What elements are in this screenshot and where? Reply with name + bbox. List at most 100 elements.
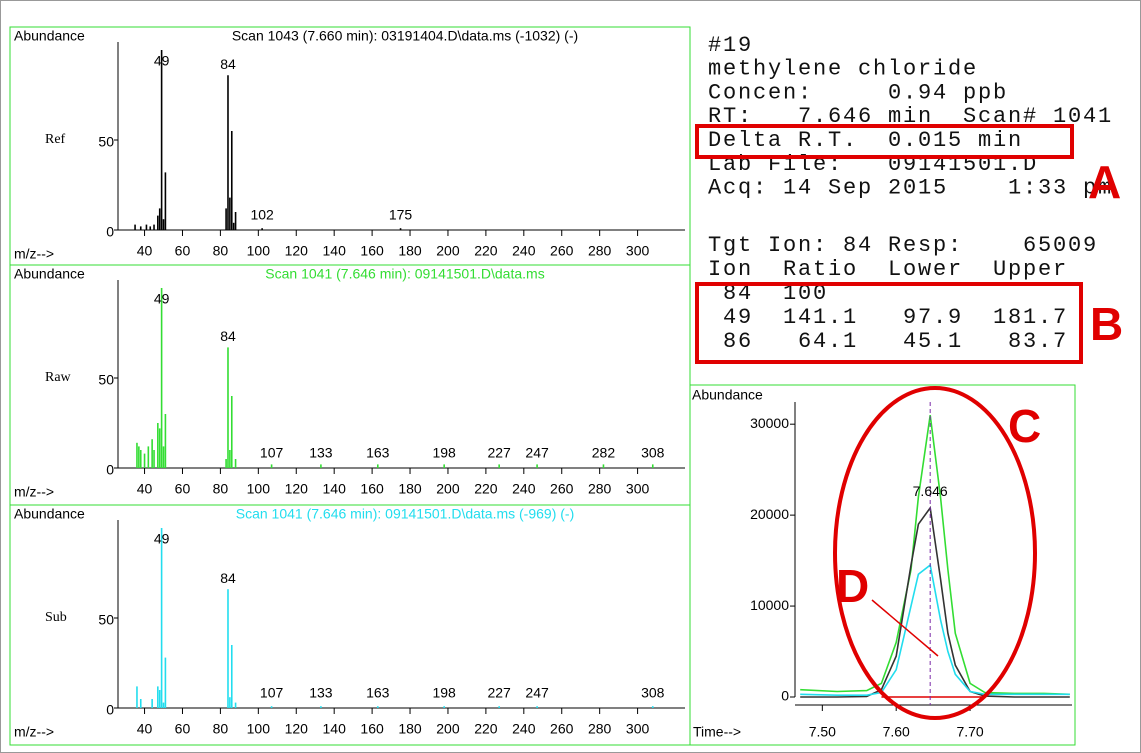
- x-tick-label: 140: [323, 243, 347, 259]
- x-tick-label: 300: [626, 481, 650, 497]
- box-a: [695, 124, 1074, 159]
- info-line: methylene chloride: [708, 57, 978, 82]
- y-tick-label: 30000: [750, 415, 789, 431]
- x-tick-label: 240: [512, 243, 536, 259]
- x-tick-label: 200: [436, 243, 460, 259]
- x-tick-label: 80: [213, 243, 229, 259]
- x-tick-label: 180: [398, 721, 422, 737]
- x-tick-label: 220: [474, 243, 498, 259]
- peak-label: 133: [309, 445, 333, 461]
- x-tick-label: 160: [360, 243, 384, 259]
- x-tick-label: 80: [213, 481, 229, 497]
- x-tick-label: 300: [626, 243, 650, 259]
- y-tick-label: 10000: [750, 597, 789, 613]
- panel-title: Scan 1041 (7.646 min): 09141501.D\data.m…: [236, 506, 575, 522]
- x-axis-title: Time-->: [693, 724, 741, 740]
- x-tick-label: 60: [175, 243, 191, 259]
- y-axis-title: Abundance: [14, 266, 85, 282]
- x-tick-label: 280: [588, 481, 612, 497]
- x-tick-label: 240: [512, 721, 536, 737]
- label-a: A: [1088, 156, 1121, 208]
- y-tick-label: 0: [106, 224, 114, 240]
- info-line: Delta R.T. 0.015 min: [708, 128, 1023, 153]
- ellipse-c: [833, 386, 1037, 720]
- peak-label: 102: [250, 207, 274, 223]
- x-tick-label: 220: [474, 721, 498, 737]
- x-tick-label: 60: [175, 481, 191, 497]
- ion-line: Ion Ratio Lower Upper: [708, 257, 1068, 282]
- x-tick-label: 100: [247, 721, 271, 737]
- x-tick-label: 200: [436, 481, 460, 497]
- info-line: Acq: 14 Sep 2015 1:33 pm: [708, 176, 1113, 201]
- ion-line: 86 64.1 45.1 83.7: [708, 329, 1068, 354]
- peak-label: 49: [154, 531, 170, 547]
- x-tick-label: 280: [588, 243, 612, 259]
- x-tick-label: 40: [137, 721, 153, 737]
- x-tick-label: 7.50: [809, 724, 836, 740]
- pointer-d: [871, 599, 939, 657]
- x-tick-label: 120: [285, 721, 309, 737]
- y-axis-title: Abundance: [14, 28, 85, 44]
- x-tick-label: 40: [137, 481, 153, 497]
- peak-label: 107: [260, 445, 284, 461]
- x-tick-label: 140: [323, 481, 347, 497]
- x-tick-label: 80: [213, 721, 229, 737]
- ion-line: Tgt Ion: 84 Resp: 65009: [708, 233, 1098, 258]
- y-label: Raw: [45, 370, 72, 385]
- x-tick-label: 7.60: [883, 724, 910, 740]
- x-tick-label: 220: [474, 481, 498, 497]
- peak-label: 247: [525, 445, 549, 461]
- y-tick-label: 50: [98, 612, 114, 628]
- peak-label: 198: [432, 445, 456, 461]
- retention-label: 7.646: [913, 483, 948, 499]
- x-tick-label: 120: [285, 243, 309, 259]
- x-tick-label: 280: [588, 721, 612, 737]
- x-tick-label: 40: [137, 243, 153, 259]
- y-tick-label: 50: [98, 134, 114, 150]
- x-axis-title: m/z-->: [14, 246, 54, 262]
- x-tick-label: 140: [323, 721, 347, 737]
- x-tick-label: 160: [360, 481, 384, 497]
- y-tick-label: 0: [781, 688, 789, 704]
- y-label: Ref: [45, 132, 66, 147]
- label-c: C: [1008, 400, 1041, 452]
- panel-title: Scan 1041 (7.646 min): 09141501.D\data.m…: [265, 266, 544, 282]
- annotations: A B C D: [695, 124, 1123, 720]
- peak-label: 175: [389, 207, 413, 223]
- x-tick-label: 100: [247, 481, 271, 497]
- label-b: B: [1090, 298, 1123, 350]
- label-d: D: [836, 560, 869, 612]
- x-tick-label: 100: [247, 243, 271, 259]
- y-tick-label: 50: [98, 372, 114, 388]
- peak-label: 133: [309, 685, 333, 701]
- x-tick-label: 240: [512, 481, 536, 497]
- x-tick-label: 200: [436, 721, 460, 737]
- info-line: Concen: 0.94 ppb: [708, 80, 1008, 105]
- y-axis-title: Abundance: [692, 387, 763, 403]
- peak-label: 84: [220, 570, 236, 586]
- peak-label: 49: [154, 53, 170, 69]
- peak-label: 198: [432, 685, 456, 701]
- y-tick-label: 0: [106, 462, 114, 478]
- panel-title: Scan 1043 (7.660 min): 03191404.D\data.m…: [232, 28, 578, 44]
- ion-line: 49 141.1 97.9 181.7: [708, 305, 1068, 330]
- peak-label: 227: [487, 685, 511, 701]
- x-tick-label: 260: [550, 481, 574, 497]
- peak-label: 84: [220, 328, 236, 344]
- peak-label: 308: [641, 685, 665, 701]
- peak-label: 227: [487, 445, 511, 461]
- info-line: #19: [708, 33, 753, 58]
- y-tick-label: 20000: [750, 506, 789, 522]
- peak-label: 84: [220, 56, 236, 72]
- chromatogram-box: [689, 384, 1076, 746]
- peak-label: 247: [525, 685, 549, 701]
- x-tick-label: 60: [175, 721, 191, 737]
- peak-label: 163: [366, 445, 390, 461]
- peak-label: 308: [641, 445, 665, 461]
- y-label: Sub: [45, 610, 67, 625]
- peak-label: 163: [366, 685, 390, 701]
- x-axis-title: m/z-->: [14, 484, 54, 500]
- y-axis-title: Abundance: [14, 506, 85, 522]
